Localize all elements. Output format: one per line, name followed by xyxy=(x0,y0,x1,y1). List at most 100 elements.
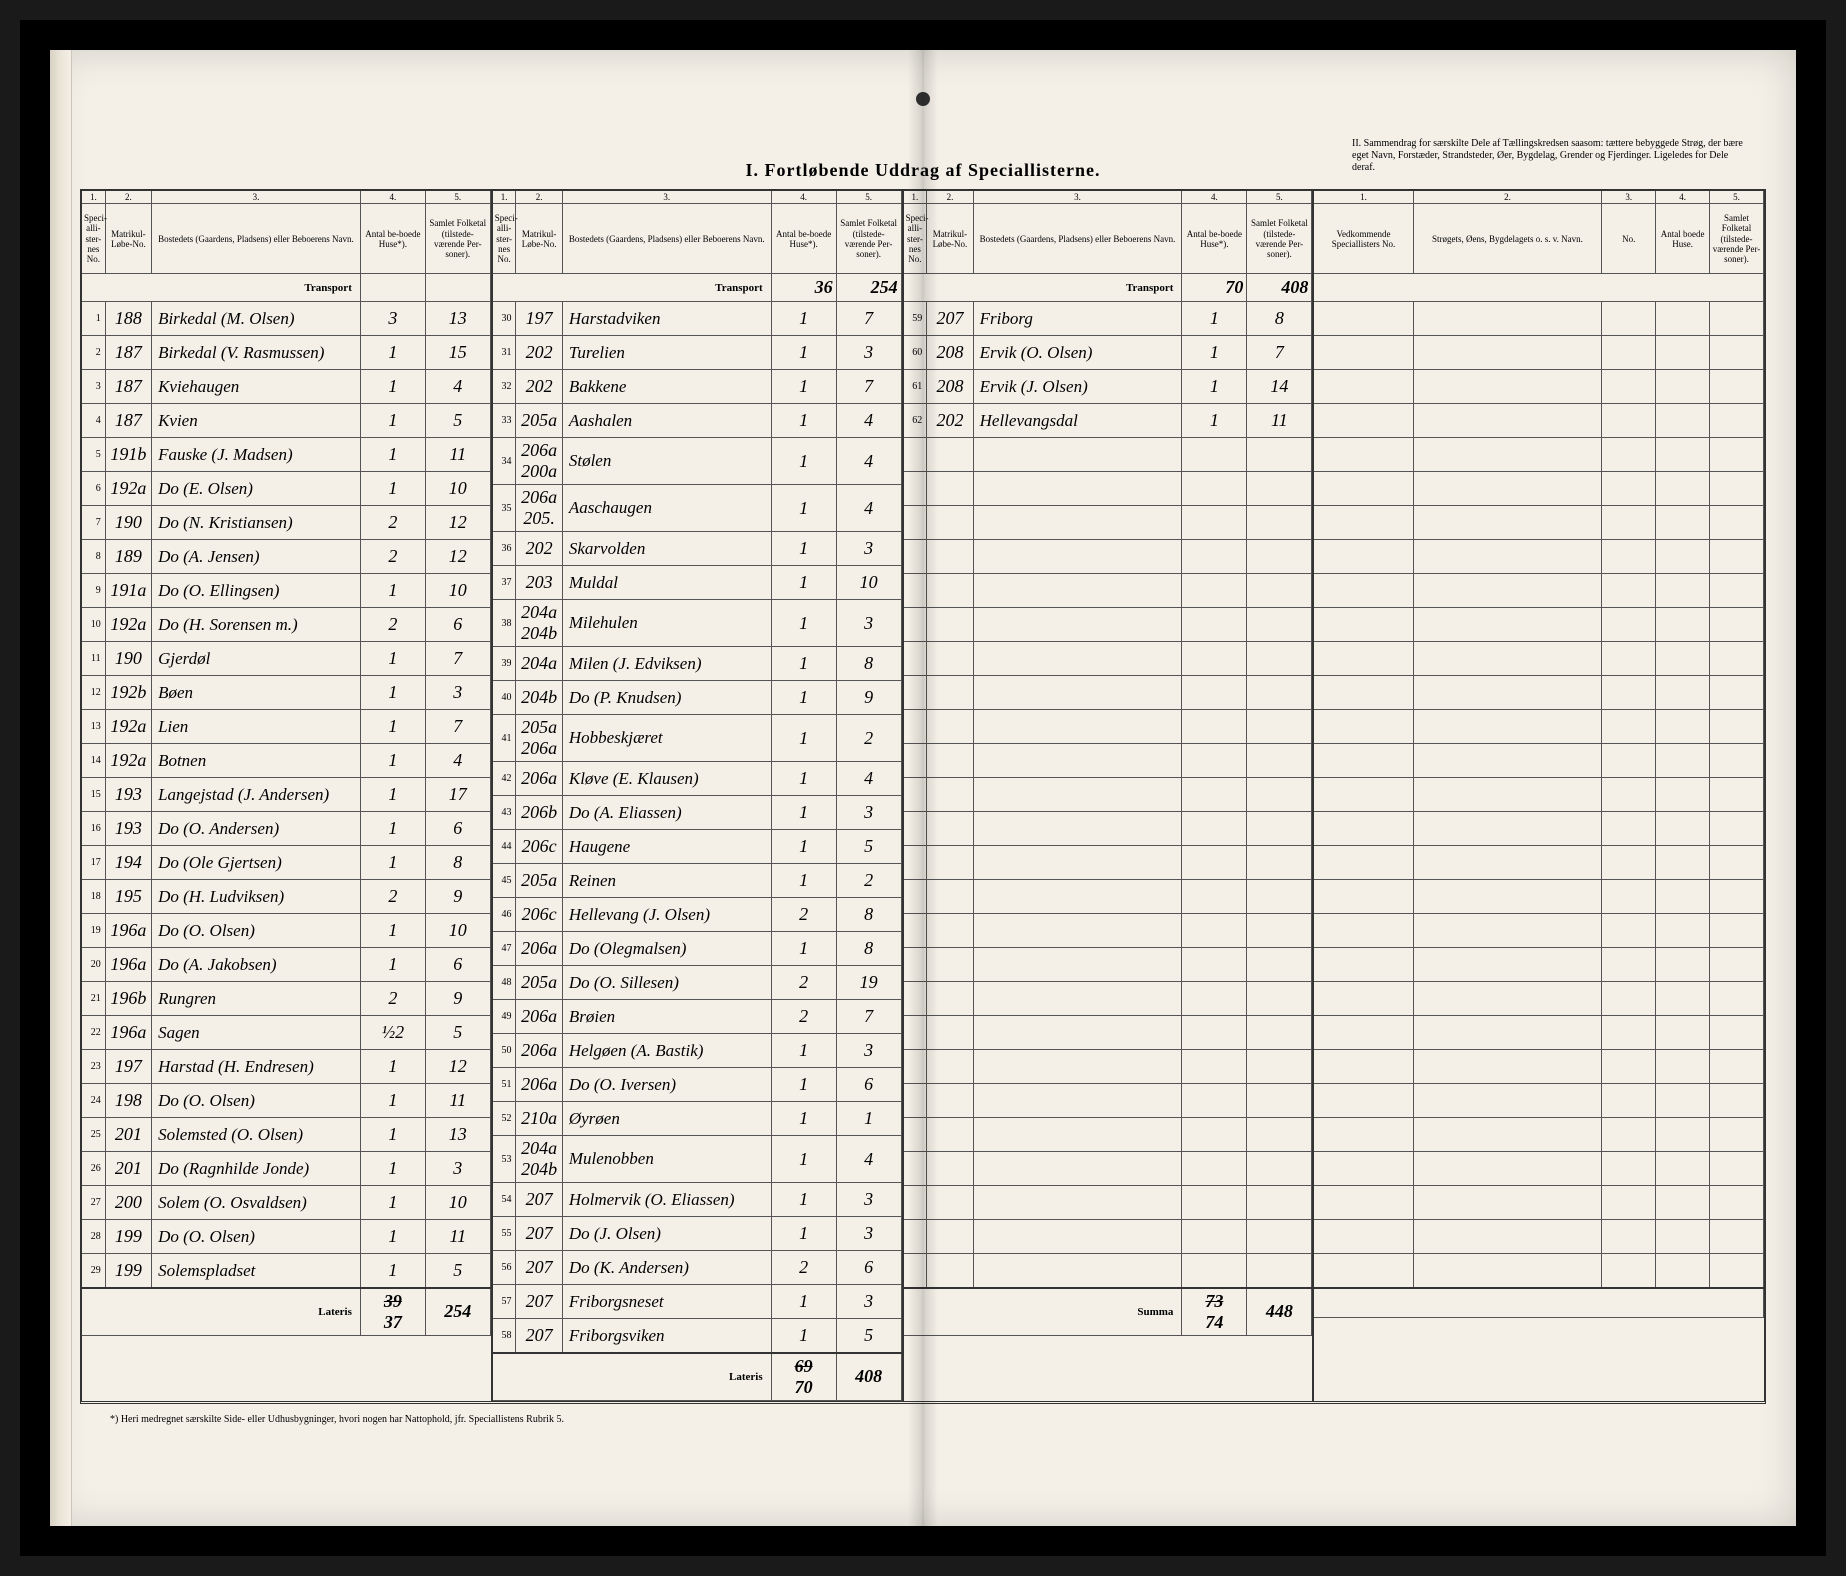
antal-huse: 1 xyxy=(771,762,836,796)
matrikul-no: 197 xyxy=(105,1050,151,1084)
folketal: 10 xyxy=(425,472,490,506)
table-row-empty xyxy=(1314,880,1763,914)
bosted-name: Helgøen (A. Bastik) xyxy=(562,1034,771,1068)
matrikul-no: 208 xyxy=(927,370,973,404)
matrikul-no: 200 xyxy=(105,1186,151,1220)
folketal: 13 xyxy=(425,302,490,336)
table-row: 36 202 Skarvolden 1 3 xyxy=(493,532,901,566)
lateris-row: Lateris 6970 408 xyxy=(493,1353,901,1401)
matrikul-no: 207 xyxy=(516,1285,562,1319)
folketal: 17 xyxy=(425,778,490,812)
folketal: 6 xyxy=(425,812,490,846)
panel-4: 1. 2. 3. 4. 5. Vedkommende Speciallister… xyxy=(1312,191,1764,1401)
matrikul-no: 196a xyxy=(105,914,151,948)
antal-huse: 1 xyxy=(1182,302,1247,336)
folketal: 11 xyxy=(425,1220,490,1254)
hn2-3: 3. xyxy=(562,191,771,204)
bosted-name: Botnen xyxy=(152,744,361,778)
bosted-name: Birkedal (V. Rasmussen) xyxy=(152,336,361,370)
bosted-name: Friborgsneset xyxy=(562,1285,771,1319)
hn4-1: 1. xyxy=(1314,191,1413,204)
matrikul-no: 207 xyxy=(927,302,973,336)
table-row: 11 190 Gjerdøl 1 7 xyxy=(82,642,490,676)
row-number: 15 xyxy=(82,778,105,812)
matrikul-no: 204a xyxy=(516,647,562,681)
antal-huse: 1 xyxy=(360,676,425,710)
bosted-name: Do (O. Olsen) xyxy=(152,1084,361,1118)
table-row: 50 206a Helgøen (A. Bastik) 1 3 xyxy=(493,1034,901,1068)
table-row: 42 206a Kløve (E. Klausen) 1 4 xyxy=(493,762,901,796)
folketal: 10 xyxy=(425,1186,490,1220)
hn3-2: 2. xyxy=(927,191,973,204)
folketal: 3 xyxy=(836,336,901,370)
lateris-label: Lateris xyxy=(493,1353,771,1401)
matrikul-no: 202 xyxy=(516,370,562,404)
folketal: 9 xyxy=(836,681,901,715)
hl4-2: Strøgets, Øens, Bygdelagets o. s. v. Nav… xyxy=(1413,204,1602,274)
matrikul-no: 191b xyxy=(105,438,151,472)
section-ii-header: II. Sammendrag for særskilte Dele af Tæl… xyxy=(1352,138,1752,174)
matrikul-no: 192a xyxy=(105,710,151,744)
page-stack-edge xyxy=(50,50,72,1526)
matrikul-no: 206c xyxy=(516,830,562,864)
transport-row: Transport 36 254 xyxy=(493,274,901,302)
matrikul-no: 197 xyxy=(516,302,562,336)
matrikul-no: 206a xyxy=(516,762,562,796)
matrikul-no: 206a xyxy=(516,1034,562,1068)
transport-huse: 36 xyxy=(771,274,836,302)
table-row-empty xyxy=(1314,404,1763,438)
hl3-2: Matrikul-Løbe-No. xyxy=(927,204,973,274)
folketal: 3 xyxy=(836,796,901,830)
folketal: 13 xyxy=(425,1118,490,1152)
table-row: 60 208 Ervik (O. Olsen) 1 7 xyxy=(904,336,1312,370)
table-row-empty xyxy=(1314,370,1763,404)
folketal: 11 xyxy=(425,438,490,472)
hn-3: 3. xyxy=(152,191,361,204)
folketal: 6 xyxy=(425,608,490,642)
folketal: 1 xyxy=(836,1102,901,1136)
antal-huse: 1 xyxy=(771,1319,836,1353)
matrikul-no: 198 xyxy=(105,1084,151,1118)
row-number: 44 xyxy=(493,830,516,864)
lateris-folk: 448 xyxy=(1247,1288,1312,1336)
matrikul-no: 205a 206a xyxy=(516,715,562,762)
matrikul-no: 193 xyxy=(105,812,151,846)
bosted-name: Stølen xyxy=(562,438,771,485)
row-number: 46 xyxy=(493,898,516,932)
table-row: 54 207 Holmervik (O. Eliassen) 1 3 xyxy=(493,1183,901,1217)
row-number: 12 xyxy=(82,676,105,710)
panel-3: 1. 2. 3. 4. 5. Speci-alli-ster-nes No. M… xyxy=(902,191,1313,1401)
bosted-name: Brøien xyxy=(562,1000,771,1034)
row-number: 27 xyxy=(82,1186,105,1220)
transport-row xyxy=(1314,274,1763,302)
bosted-name: Hellevangsdal xyxy=(973,404,1182,438)
antal-huse: 2 xyxy=(360,880,425,914)
bosted-name: Do (J. Olsen) xyxy=(562,1217,771,1251)
row-number: 29 xyxy=(82,1254,105,1288)
table-row: 38 204a 204b Milehulen 1 3 xyxy=(493,600,901,647)
folketal: 4 xyxy=(836,1136,901,1183)
row-number: 5 xyxy=(82,438,105,472)
matrikul-no: 202 xyxy=(927,404,973,438)
table-row-empty xyxy=(904,1118,1312,1152)
matrikul-no: 194 xyxy=(105,846,151,880)
row-number: 60 xyxy=(904,336,927,370)
bosted-name: Reinen xyxy=(562,864,771,898)
table-row-empty xyxy=(904,914,1312,948)
folketal: 12 xyxy=(425,1050,490,1084)
folketal: 7 xyxy=(836,1000,901,1034)
bosted-name: Solemspladset xyxy=(152,1254,361,1288)
folketal: 3 xyxy=(836,1217,901,1251)
matrikul-no: 193 xyxy=(105,778,151,812)
table-row: 4 187 Kvien 1 5 xyxy=(82,404,490,438)
row-number: 11 xyxy=(82,642,105,676)
folketal: 7 xyxy=(425,710,490,744)
table-row-empty xyxy=(904,744,1312,778)
bosted-name: Gjerdøl xyxy=(152,642,361,676)
table-row: 6 192a Do (E. Olsen) 1 10 xyxy=(82,472,490,506)
table-row-empty xyxy=(904,676,1312,710)
row-number: 28 xyxy=(82,1220,105,1254)
bosted-name: Solem (O. Osvaldsen) xyxy=(152,1186,361,1220)
bosted-name: Hobbeskjæret xyxy=(562,715,771,762)
hn4-2: 2. xyxy=(1413,191,1602,204)
